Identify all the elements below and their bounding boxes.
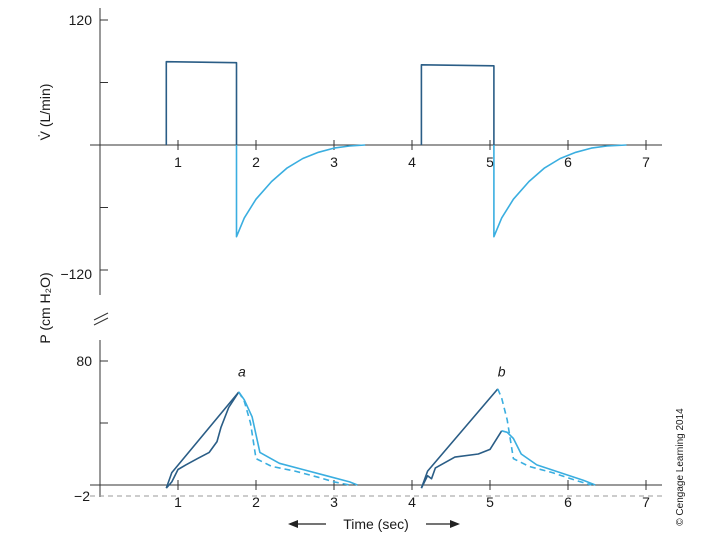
axis-break-mark: [93, 312, 109, 326]
flow-series-group: [165, 60, 627, 238]
pressure-dark-lower-line: [420, 430, 503, 489]
flow-y-ticks: [100, 19, 108, 271]
flow-x-ticks: 1 2 3 4 5 6 7: [174, 140, 650, 170]
pressure-x-tick-label: 6: [564, 494, 572, 510]
flow-x-tick-label: 4: [408, 154, 416, 170]
pressure-x-tick-label: 3: [330, 494, 338, 510]
pressure-light-solid-line: [501, 430, 596, 486]
flow-expiration-line: [493, 144, 627, 238]
copyright-credit: © Cengage Learning 2014: [675, 408, 686, 526]
flow-x-tick-label: 6: [564, 154, 572, 170]
x-axis-title: Time (sec): [343, 516, 409, 532]
pressure-x-tick-label: 5: [486, 494, 494, 510]
pressure-dark-lower-line: [165, 391, 240, 489]
pressure-panel: 1 2 3 4 5 6 7 80 −2 P (cm H₂O) a b: [37, 272, 662, 510]
flow-panel: 1 2 3 4 5 6 7 120 −120 V̇ (L/min): [37, 8, 662, 295]
pressure-y-ticks: [100, 360, 108, 424]
flow-expiration-line: [235, 144, 366, 238]
pressure-x-tick-label: 2: [252, 494, 260, 510]
flow-inspiration-line: [165, 60, 238, 145]
left-arrowhead: [288, 520, 298, 528]
annotation-a: a: [238, 364, 246, 380]
flow-y-tick-label-120: 120: [69, 12, 93, 28]
right-arrowhead: [450, 520, 460, 528]
pressure-y-tick-label-80: 80: [76, 353, 92, 369]
time-axis-title-group: Time (sec): [288, 516, 460, 532]
pressure-x-ticks: 1 2 3 4 5 6 7: [174, 480, 650, 510]
pressure-x-tick-label: 1: [174, 494, 182, 510]
pressure-light-dashed-line: [497, 388, 592, 486]
pressure-y-axis-title: P (cm H₂O): [37, 272, 53, 343]
pressure-series-group: [165, 388, 596, 489]
annotation-b: b: [498, 364, 506, 380]
pressure-x-tick-label: 4: [408, 494, 416, 510]
flow-x-tick-label: 1: [174, 154, 182, 170]
flow-x-tick-label: 2: [252, 154, 260, 170]
pressure-x-tick-label: 7: [642, 494, 650, 510]
flow-inspiration-line: [420, 64, 495, 145]
flow-x-tick-label: 3: [330, 154, 338, 170]
pressure-dark-upper-line: [165, 391, 240, 489]
pressure-light-solid-line: [238, 391, 358, 486]
flow-x-tick-label: 5: [486, 154, 494, 170]
pressure-light-dashed-line: [238, 391, 350, 486]
flow-x-tick-label: 7: [642, 154, 650, 170]
pressure-y-tick-label-minus-2: −2: [74, 488, 90, 504]
flow-y-axis-title: V̇ (L/min): [37, 84, 53, 141]
flow-y-tick-label-minus-120: −120: [60, 266, 92, 282]
